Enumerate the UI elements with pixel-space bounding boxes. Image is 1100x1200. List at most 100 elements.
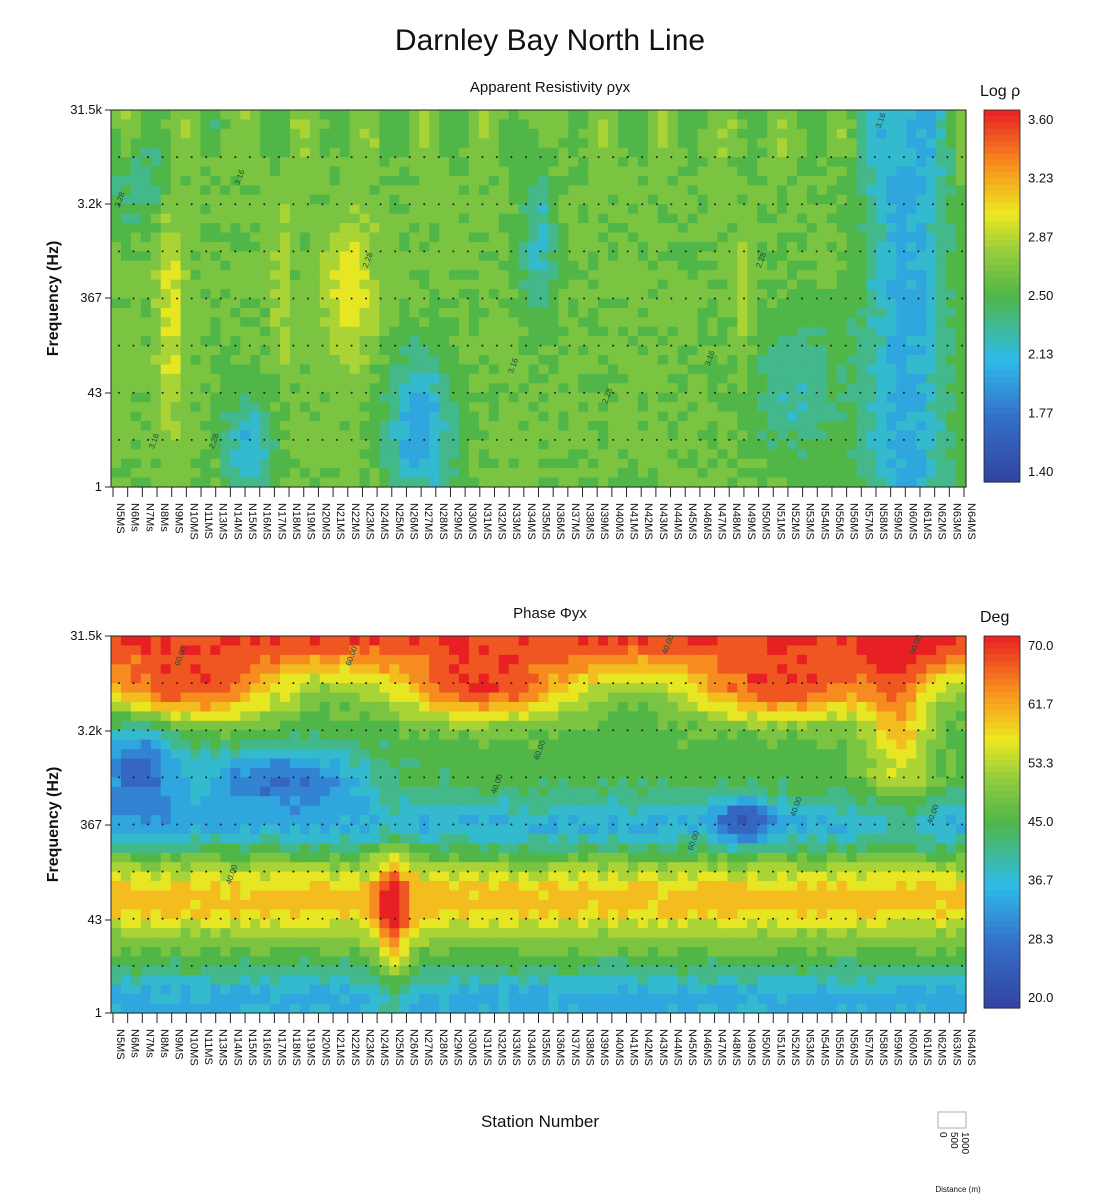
heatmap-cell	[468, 166, 480, 177]
heatmap-cell	[578, 128, 589, 139]
heatmap-cell	[926, 345, 937, 356]
heatmap-cell	[727, 402, 738, 413]
heatmap-cell	[319, 421, 331, 432]
heatmap-cell	[468, 241, 480, 252]
heatmap-cell	[240, 965, 251, 976]
heatmap-cell	[578, 355, 589, 366]
heatmap-cell	[120, 815, 132, 826]
heatmap-cell	[876, 251, 888, 262]
heatmap-cell	[309, 881, 321, 892]
heatmap-cell	[389, 241, 400, 252]
measurement-dot	[568, 297, 571, 300]
heatmap-cell	[757, 364, 768, 375]
station-label: N27MS	[422, 503, 434, 540]
heatmap-cell	[876, 336, 888, 347]
heatmap-cell	[230, 664, 241, 675]
heatmap-cell	[299, 749, 311, 760]
heatmap-cell	[200, 185, 212, 196]
heatmap-cell	[250, 899, 261, 910]
heatmap-cell	[608, 355, 619, 366]
heatmap-cell	[240, 852, 251, 863]
heatmap-cell	[727, 373, 738, 384]
heatmap-cell	[876, 373, 888, 384]
heatmap-cell	[757, 260, 768, 271]
heatmap-cell	[548, 449, 559, 460]
heatmap-cell	[150, 355, 162, 366]
heatmap-cell	[150, 128, 162, 139]
heatmap-cell	[796, 364, 808, 375]
heatmap-cell	[280, 157, 291, 168]
heatmap-cell	[180, 843, 192, 854]
heatmap-cell	[886, 477, 898, 488]
colorbar-segment	[984, 252, 1020, 260]
heatmap-cell	[836, 270, 848, 281]
heatmap-cell	[180, 928, 192, 939]
heatmap-cell	[886, 421, 898, 432]
measurement-dot	[408, 203, 411, 206]
heatmap-cell	[120, 392, 132, 403]
heatmap-cell	[150, 223, 162, 234]
heatmap-cell	[866, 355, 878, 366]
heatmap-cell	[687, 364, 699, 375]
heatmap-cell	[299, 477, 311, 488]
heatmap-cell	[130, 166, 142, 177]
heatmap-cell	[737, 421, 748, 432]
heatmap-cell	[160, 937, 172, 948]
heatmap-cell	[150, 928, 162, 939]
heatmap-cell	[518, 251, 530, 262]
heatmap-cell	[687, 392, 699, 403]
heatmap-cell	[309, 110, 321, 121]
heatmap-cell	[468, 138, 480, 149]
heatmap-cell	[657, 279, 669, 290]
heatmap-cell	[200, 128, 212, 139]
heatmap-cell	[498, 439, 510, 450]
heatmap-cell	[876, 175, 888, 187]
heatmap-cell	[906, 223, 917, 234]
measurement-dot	[902, 391, 905, 394]
measurement-dot	[772, 438, 775, 441]
measurement-dot	[350, 203, 353, 206]
heatmap-cell	[180, 213, 192, 224]
heatmap-cell	[876, 128, 888, 139]
heatmap-cell	[419, 204, 430, 215]
heatmap-cell	[727, 279, 738, 290]
heatmap-cell	[150, 157, 162, 168]
heatmap-cell	[240, 711, 251, 722]
heatmap-cell	[568, 223, 579, 234]
heatmap-cell	[170, 730, 182, 741]
heatmap-cell	[260, 730, 271, 741]
heatmap-cell	[796, 345, 808, 356]
heatmap-cell	[687, 232, 699, 243]
heatmap-cell	[230, 881, 241, 892]
heatmap-cell	[140, 345, 152, 356]
heatmap-cell	[349, 110, 361, 121]
heatmap-cell	[697, 260, 709, 271]
heatmap-cell	[647, 270, 659, 281]
heatmap-cell	[558, 213, 569, 224]
heatmap-cell	[250, 194, 261, 205]
heatmap-cell	[359, 279, 371, 290]
heatmap-cell	[210, 890, 221, 901]
heatmap-cell	[220, 796, 231, 807]
measurement-dot	[190, 250, 193, 253]
heatmap-cell	[120, 279, 132, 290]
measurement-dot	[612, 156, 615, 159]
heatmap-cell	[389, 279, 400, 290]
heatmap-cell	[130, 449, 142, 460]
heatmap-cell	[220, 947, 231, 958]
heatmap-cell	[230, 965, 241, 976]
heatmap-cell	[449, 241, 460, 252]
heatmap-cell	[796, 355, 808, 366]
heatmap-cell	[319, 430, 331, 441]
heatmap-cell	[777, 373, 788, 384]
heatmap-cell	[478, 204, 490, 215]
heatmap-cell	[886, 166, 898, 177]
heatmap-cell	[190, 317, 202, 328]
heatmap-cell	[806, 260, 818, 271]
heatmap-cell	[906, 185, 917, 196]
heatmap-cell	[399, 204, 410, 215]
heatmap-cell	[329, 477, 341, 488]
measurement-dot	[466, 344, 469, 347]
heatmap-cell	[439, 402, 450, 413]
heatmap-cell	[429, 185, 440, 196]
